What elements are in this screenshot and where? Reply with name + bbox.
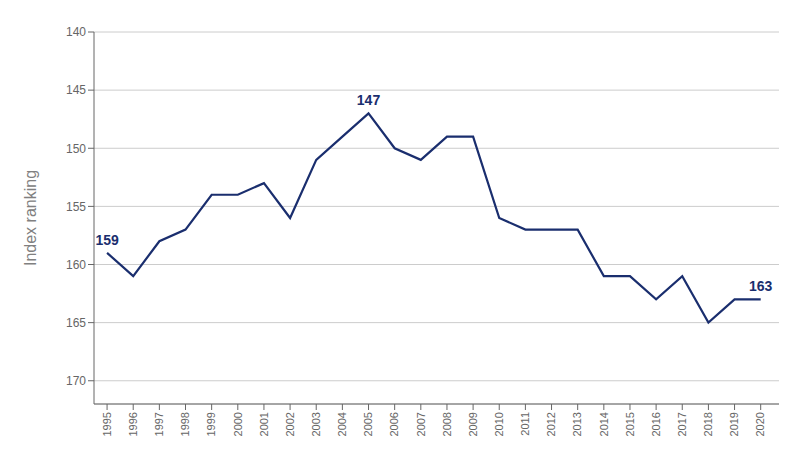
svg-text:2018: 2018 [702, 412, 714, 436]
svg-text:2007: 2007 [415, 412, 427, 436]
svg-text:2014: 2014 [598, 412, 610, 436]
svg-text:2015: 2015 [624, 412, 636, 436]
svg-text:2005: 2005 [362, 412, 374, 436]
svg-text:2003: 2003 [310, 412, 322, 436]
svg-text:170: 170 [66, 374, 86, 388]
svg-text:2010: 2010 [493, 412, 505, 436]
svg-text:2013: 2013 [571, 412, 583, 436]
svg-text:2000: 2000 [232, 412, 244, 436]
svg-text:150: 150 [66, 142, 86, 156]
svg-text:1998: 1998 [179, 412, 191, 436]
svg-text:165: 165 [66, 316, 86, 330]
svg-text:155: 155 [66, 200, 86, 214]
svg-text:2006: 2006 [388, 412, 400, 436]
svg-text:Index ranking: Index ranking [22, 170, 39, 266]
svg-text:145: 145 [66, 83, 86, 97]
svg-text:1996: 1996 [127, 412, 139, 436]
svg-text:140: 140 [66, 25, 86, 39]
svg-text:2001: 2001 [258, 412, 270, 436]
svg-text:2004: 2004 [336, 412, 348, 436]
svg-text:1995: 1995 [101, 412, 113, 436]
svg-text:159: 159 [95, 232, 119, 248]
svg-text:2011: 2011 [519, 412, 531, 436]
svg-text:160: 160 [66, 258, 86, 272]
svg-text:2009: 2009 [467, 412, 479, 436]
svg-text:2002: 2002 [284, 412, 296, 436]
svg-text:2008: 2008 [441, 412, 453, 436]
svg-text:2020: 2020 [755, 412, 767, 436]
svg-text:2016: 2016 [650, 412, 662, 436]
svg-text:2019: 2019 [728, 412, 740, 436]
svg-text:147: 147 [357, 92, 381, 108]
svg-text:1999: 1999 [205, 412, 217, 436]
svg-text:163: 163 [749, 278, 773, 294]
svg-text:1997: 1997 [153, 412, 165, 436]
svg-text:2017: 2017 [676, 412, 688, 436]
svg-text:2012: 2012 [545, 412, 557, 436]
